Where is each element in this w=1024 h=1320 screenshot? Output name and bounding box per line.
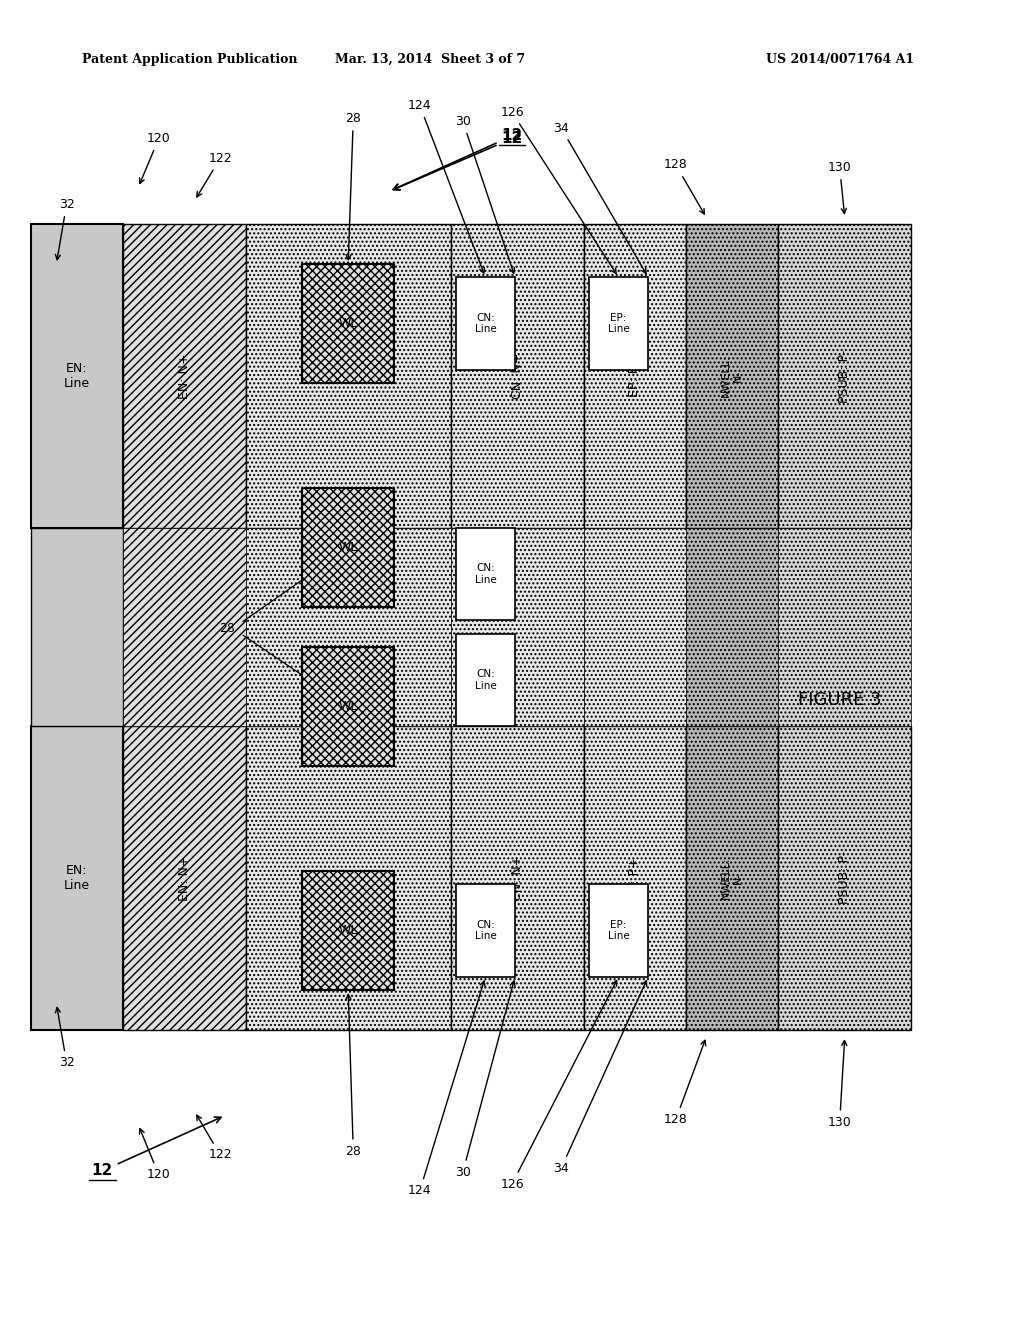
Text: 126: 126	[500, 106, 616, 273]
Bar	[456, 277, 515, 370]
Bar	[686, 528, 778, 726]
Bar	[31, 224, 123, 528]
Text: 124: 124	[408, 99, 484, 273]
Text: CN:
Line: CN: Line	[474, 920, 497, 941]
Text: FIGURE 3: FIGURE 3	[798, 690, 882, 709]
Bar	[686, 726, 778, 1030]
Text: 130: 130	[827, 161, 852, 214]
Text: 120: 120	[139, 132, 171, 183]
Text: 122: 122	[197, 152, 232, 197]
Text: 122: 122	[197, 1115, 232, 1162]
Bar	[456, 634, 515, 726]
Text: EP:
Line: EP: Line	[607, 313, 630, 334]
Text: 34: 34	[553, 981, 646, 1175]
Text: US 2014/0071764 A1: US 2014/0071764 A1	[766, 53, 913, 66]
Text: EN: N+: EN: N+	[178, 855, 190, 900]
Bar	[302, 871, 394, 990]
Bar	[451, 528, 584, 726]
Text: 126: 126	[500, 981, 616, 1191]
Bar	[778, 224, 911, 528]
Bar	[123, 224, 246, 528]
Bar	[451, 224, 584, 528]
Bar	[302, 264, 394, 383]
Bar	[584, 726, 686, 1030]
Text: 30: 30	[455, 981, 515, 1179]
Text: CN: N+: CN: N+	[511, 854, 523, 902]
Text: EN:
Line: EN: Line	[63, 863, 90, 892]
Text: 28: 28	[219, 622, 236, 635]
Bar	[246, 528, 451, 726]
Text: 128: 128	[664, 1040, 706, 1126]
Text: EN: N+: EN: N+	[178, 354, 190, 399]
Text: EN:
Line: EN: Line	[63, 362, 90, 391]
Text: 130: 130	[827, 1040, 852, 1129]
Bar	[456, 528, 515, 620]
Bar	[778, 726, 911, 1030]
Bar	[302, 647, 394, 766]
Text: CP: P-: CP: P-	[330, 370, 367, 383]
Text: 34: 34	[553, 121, 646, 273]
Text: WL: WL	[339, 924, 357, 937]
Bar	[589, 884, 648, 977]
Bar	[584, 224, 686, 528]
Text: 120: 120	[139, 1129, 171, 1181]
Text: 28: 28	[345, 112, 361, 260]
Bar	[456, 884, 515, 977]
Text: PSUB: P-: PSUB: P-	[839, 350, 851, 403]
Text: WL: WL	[339, 317, 357, 330]
Text: 30: 30	[455, 115, 514, 273]
Text: NWELL:
N-: NWELL: N-	[721, 857, 743, 899]
Text: CN: N+: CN: N+	[511, 352, 523, 400]
Text: Mar. 13, 2014  Sheet 3 of 7: Mar. 13, 2014 Sheet 3 of 7	[335, 53, 525, 66]
Text: 128: 128	[664, 158, 705, 214]
Text: PSUB: P-: PSUB: P-	[839, 851, 851, 904]
Text: CN:
Line: CN: Line	[474, 564, 497, 585]
Text: 32: 32	[55, 1007, 75, 1069]
Bar	[451, 726, 584, 1030]
Text: 28: 28	[345, 994, 361, 1158]
Text: 12: 12	[393, 128, 522, 190]
Text: CN:
Line: CN: Line	[474, 313, 497, 334]
Bar	[584, 528, 686, 726]
Bar	[123, 726, 246, 1030]
Text: Patent Application Publication: Patent Application Publication	[82, 53, 297, 66]
Bar	[589, 277, 648, 370]
Text: 12: 12	[393, 131, 522, 190]
Bar	[778, 528, 911, 726]
Bar	[246, 726, 451, 1030]
Text: EP: P+: EP: P+	[629, 355, 641, 397]
Text: EP: P+: EP: P+	[629, 857, 641, 899]
Text: 124: 124	[408, 981, 485, 1197]
Text: WL: WL	[339, 700, 357, 713]
Text: EP:
Line: EP: Line	[607, 920, 630, 941]
Text: WL: WL	[339, 541, 357, 554]
Text: NWELL:
N-: NWELL: N-	[721, 355, 743, 397]
Bar	[246, 224, 451, 528]
Bar	[31, 528, 123, 726]
Bar	[123, 528, 246, 726]
Text: CN:
Line: CN: Line	[474, 669, 497, 690]
Bar	[686, 224, 778, 528]
Bar	[31, 726, 123, 1030]
Text: 12: 12	[92, 1117, 221, 1179]
Text: CP: P-: CP: P-	[330, 871, 367, 884]
Text: 32: 32	[55, 198, 75, 260]
Bar	[302, 488, 394, 607]
